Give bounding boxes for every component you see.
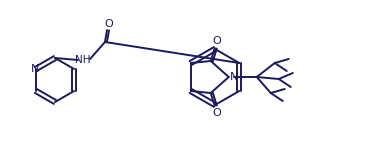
Text: O: O (105, 19, 113, 29)
Text: NH: NH (75, 55, 91, 65)
Text: N: N (31, 64, 39, 74)
Text: O: O (212, 36, 221, 46)
Text: O: O (212, 108, 221, 118)
Text: N: N (230, 72, 238, 82)
